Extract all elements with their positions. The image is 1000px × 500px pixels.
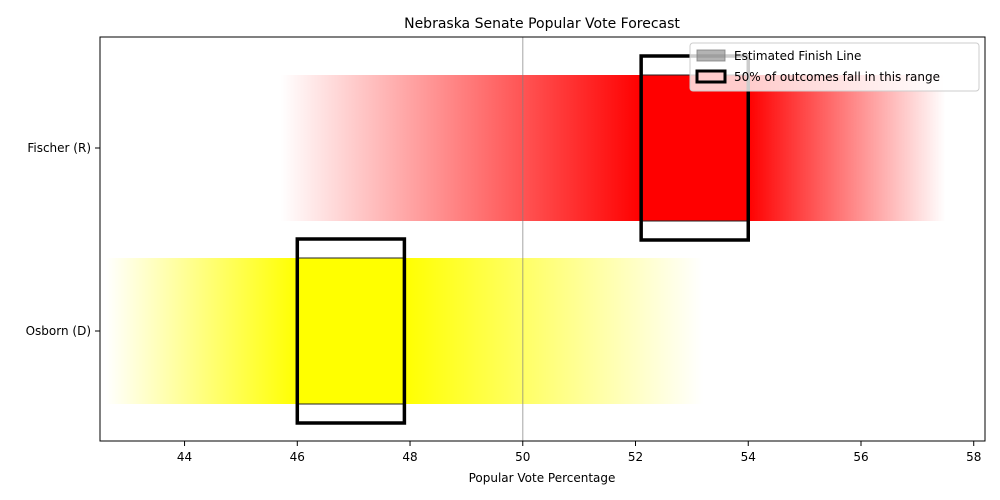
x-tick-label: 54 bbox=[741, 450, 756, 464]
legend-frame bbox=[689, 42, 980, 92]
iqr-box bbox=[295, 237, 407, 425]
legend-label-iqr: 50% of outcomes fall in this range bbox=[734, 70, 940, 84]
x-axis-ticks: 44 46 48 50 52 54 56 58 bbox=[177, 441, 981, 464]
y-tick-label: Fischer (R) bbox=[27, 141, 91, 155]
x-tick-label: 56 bbox=[853, 450, 868, 464]
iqr-core bbox=[296, 257, 405, 405]
iqr-core bbox=[640, 74, 749, 222]
iqr-layer bbox=[295, 54, 750, 425]
legend: Estimated Finish Line 50% of outcomes fa… bbox=[689, 42, 980, 92]
plot-frame bbox=[99, 36, 986, 442]
bars-layer bbox=[105, 75, 946, 404]
x-tick-label: 52 bbox=[628, 450, 643, 464]
distribution-bar bbox=[280, 75, 946, 221]
x-tick-label: 50 bbox=[515, 450, 530, 464]
y-axis-ticks: Fischer (R) Osborn (D) bbox=[26, 141, 100, 338]
x-axis-label: Popular Vote Percentage bbox=[469, 471, 616, 485]
x-tick-label: 44 bbox=[177, 450, 192, 464]
legend-label-finish-line: Estimated Finish Line bbox=[734, 49, 861, 63]
x-tick-label: 58 bbox=[966, 450, 981, 464]
x-tick-label: 46 bbox=[290, 450, 305, 464]
legend-swatch-iqr bbox=[695, 69, 727, 84]
x-tick-label: 48 bbox=[402, 450, 417, 464]
y-tick-label: Osborn (D) bbox=[26, 324, 91, 338]
legend-swatch-finish-line bbox=[696, 49, 726, 62]
chart-title: Nebraska Senate Popular Vote Forecast bbox=[404, 16, 680, 32]
